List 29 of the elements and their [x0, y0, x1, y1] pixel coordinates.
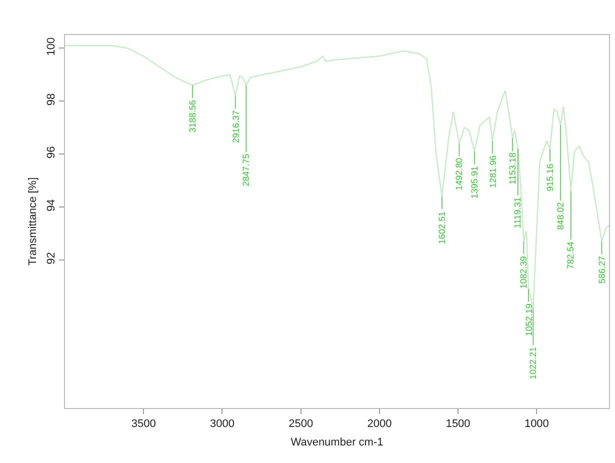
y-tick-label: 94 [46, 199, 58, 212]
annotation: 848.02 [555, 202, 566, 230]
annotation: 1395.91 [469, 166, 480, 199]
annotation: 1602.51 [436, 212, 447, 244]
annotation: 1281.96 [488, 155, 498, 188]
x-tick-label: 2500 [288, 418, 314, 430]
annotation: 3188.56 [188, 100, 198, 133]
annotation: 782.54 [566, 242, 576, 270]
annotation: 1022.21 [528, 346, 538, 380]
x-axis-title: Wavenumber cm-1 [290, 436, 384, 448]
annotation: 2847.75 [241, 154, 252, 186]
x-tick-label: 3500 [131, 418, 156, 430]
annotation: 1119.31 [512, 197, 522, 228]
annotation: 2916.37 [230, 110, 241, 143]
x-tick-label: 1500 [446, 418, 470, 430]
annotation: 1492.80 [454, 158, 464, 190]
annotation: 1052.19 [524, 304, 534, 336]
x-tick-label: 3000 [210, 418, 234, 430]
y-tick-label: 98 [46, 93, 58, 106]
annotation: 1153.18 [508, 152, 518, 185]
annotation: 1082.39 [518, 256, 529, 289]
x-tick-label: 1000 [524, 418, 549, 430]
y-tick-label: 96 [46, 146, 58, 159]
y-tick-label: 92 [46, 252, 58, 264]
annotation: 915.16 [544, 164, 555, 192]
y-axis-title: Transmittance [%] [27, 177, 40, 266]
annotation: 586.27 [596, 256, 607, 284]
y-tick-label: 100 [46, 37, 58, 56]
x-tick-label: 2000 [367, 418, 392, 430]
